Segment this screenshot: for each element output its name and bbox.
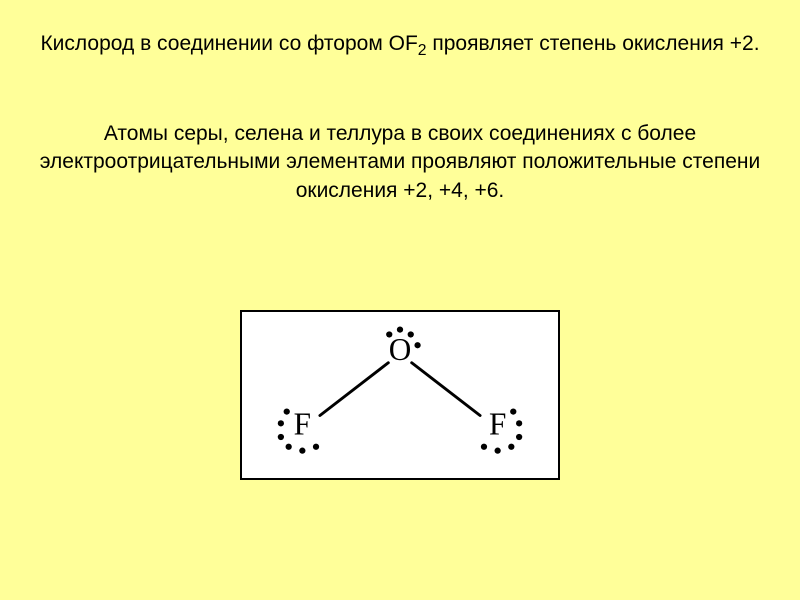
lone-pair-dot bbox=[414, 342, 420, 348]
lone-pair-dot bbox=[510, 408, 516, 414]
bond bbox=[412, 363, 480, 416]
p1-part-b: проявляет степень окисления +2. bbox=[427, 32, 760, 55]
lone-pair-dot bbox=[516, 434, 522, 440]
lone-pair-dot bbox=[408, 331, 414, 337]
lewis-svg: O F F bbox=[242, 312, 558, 478]
bond bbox=[320, 363, 388, 416]
lone-pair-dot bbox=[481, 444, 487, 450]
atom-label: F bbox=[489, 406, 506, 441]
lone-pair-dot bbox=[284, 408, 290, 414]
lone-pair-dot bbox=[313, 444, 319, 450]
p1-part-a: Кислород в соединении со фтором OF bbox=[40, 32, 417, 55]
atom-label: F bbox=[294, 406, 311, 441]
paragraph-1: Кислород в соединении со фтором OF2 проя… bbox=[0, 30, 800, 61]
atom-label: O bbox=[389, 332, 412, 367]
lewis-structure-diagram: O F F bbox=[240, 310, 560, 480]
lone-pair-dot bbox=[495, 448, 501, 454]
lone-pair-dot bbox=[278, 434, 284, 440]
lone-pair-dot bbox=[508, 444, 514, 450]
lone-pair-dot bbox=[386, 331, 392, 337]
p1-subscript: 2 bbox=[418, 42, 427, 59]
lone-pair-dot bbox=[278, 420, 284, 426]
lone-pair-dot bbox=[286, 444, 292, 450]
paragraph-2: Атомы серы, селена и теллура в своих сое… bbox=[0, 120, 800, 205]
lone-pair-dot bbox=[299, 448, 305, 454]
lone-pair-dot bbox=[516, 420, 522, 426]
lone-pair-dot bbox=[397, 326, 403, 332]
